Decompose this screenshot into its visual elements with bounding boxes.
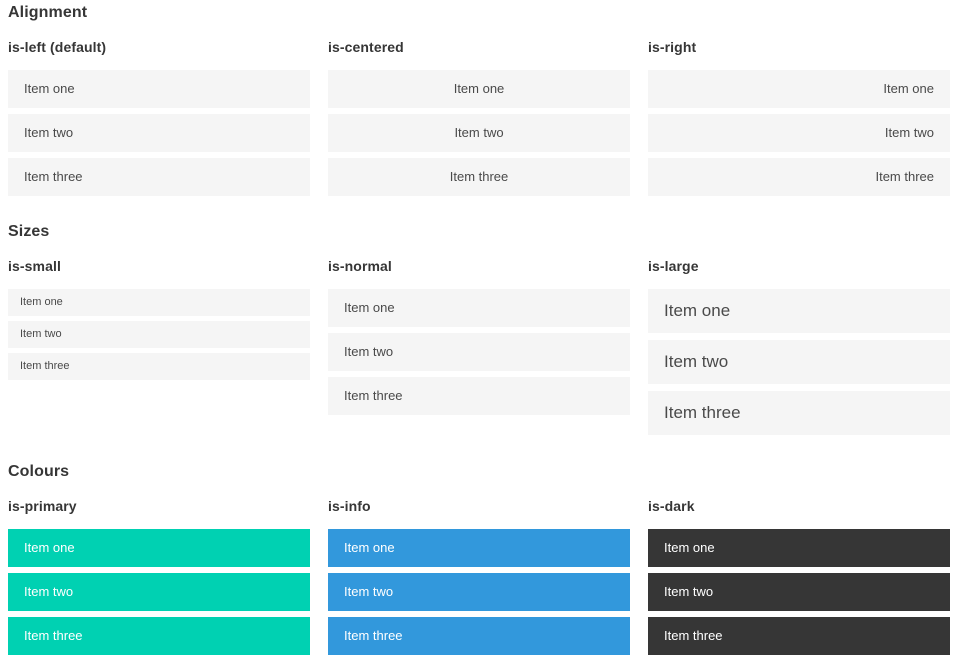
list-centered: Item one Item two Item three [328, 70, 630, 196]
column-is-centered: is-centered Item one Item two Item three [328, 40, 630, 202]
list-primary: Item one Item two Item three [8, 529, 310, 655]
list-dark: Item one Item two Item three [648, 529, 950, 655]
column-subtitle: is-left (default) [8, 39, 107, 55]
list-item: Item two [8, 114, 310, 152]
list-item: Item three [8, 353, 310, 380]
alignment-columns: is-left (default) Item one Item two Item… [8, 40, 950, 202]
list-item: Item two [328, 333, 630, 371]
section-colours: Colours is-primary Item one Item two Ite… [8, 464, 950, 661]
list-info: Item one Item two Item three [328, 529, 630, 655]
column-subtitle: is-primary [8, 498, 77, 514]
column-subtitle: is-normal [328, 258, 392, 274]
section-title: Colours [8, 463, 70, 480]
list-item: Item three [648, 158, 950, 196]
list-item: Item two [648, 573, 950, 611]
list-item: Item one [328, 289, 630, 327]
column-is-normal: is-normal Item one Item two Item three [328, 259, 630, 421]
list-item: Item two [8, 573, 310, 611]
list-item: Item two [648, 340, 950, 384]
column-is-large: is-large Item one Item two Item three [648, 259, 950, 442]
list-item: Item two [328, 114, 630, 152]
list-item: Item one [8, 529, 310, 567]
list-item: Item three [328, 617, 630, 655]
column-is-info: is-info Item one Item two Item three [328, 499, 630, 661]
list-item: Item one [8, 70, 310, 108]
section-alignment: Alignment is-left (default) Item one Ite… [8, 5, 950, 202]
list-item: Item three [8, 617, 310, 655]
column-subtitle: is-large [648, 258, 699, 274]
list-normal: Item one Item two Item three [328, 289, 630, 415]
column-is-dark: is-dark Item one Item two Item three [648, 499, 950, 661]
section-title: Alignment [8, 4, 88, 21]
component-demo-page: Alignment is-left (default) Item one Ite… [8, 5, 950, 661]
list-item: Item two [328, 573, 630, 611]
list-item: Item one [648, 70, 950, 108]
list-item: Item one [8, 289, 310, 316]
list-item: Item three [328, 158, 630, 196]
column-subtitle: is-small [8, 258, 61, 274]
list-item: Item three [8, 158, 310, 196]
list-item: Item one [648, 529, 950, 567]
list-large: Item one Item two Item three [648, 289, 950, 435]
column-is-primary: is-primary Item one Item two Item three [8, 499, 310, 661]
list-right: Item one Item two Item three [648, 70, 950, 196]
list-item: Item three [648, 391, 950, 435]
column-subtitle: is-info [328, 498, 371, 514]
section-title: Sizes [8, 223, 50, 240]
column-is-right: is-right Item one Item two Item three [648, 40, 950, 202]
list-item: Item two [8, 321, 310, 348]
list-item: Item one [648, 289, 950, 333]
column-is-left: is-left (default) Item one Item two Item… [8, 40, 310, 202]
list-small: Item one Item two Item three [8, 289, 310, 380]
list-item: Item three [648, 617, 950, 655]
section-sizes: Sizes is-small Item one Item two Item th… [8, 224, 950, 442]
column-subtitle: is-dark [648, 498, 695, 514]
column-is-small: is-small Item one Item two Item three [8, 259, 310, 385]
list-item: Item one [328, 529, 630, 567]
list-item: Item two [648, 114, 950, 152]
list-item: Item one [328, 70, 630, 108]
list-left: Item one Item two Item three [8, 70, 310, 196]
column-subtitle: is-centered [328, 39, 404, 55]
list-item: Item three [328, 377, 630, 415]
column-subtitle: is-right [648, 39, 697, 55]
colours-columns: is-primary Item one Item two Item three … [8, 499, 950, 661]
sizes-columns: is-small Item one Item two Item three is… [8, 259, 950, 442]
